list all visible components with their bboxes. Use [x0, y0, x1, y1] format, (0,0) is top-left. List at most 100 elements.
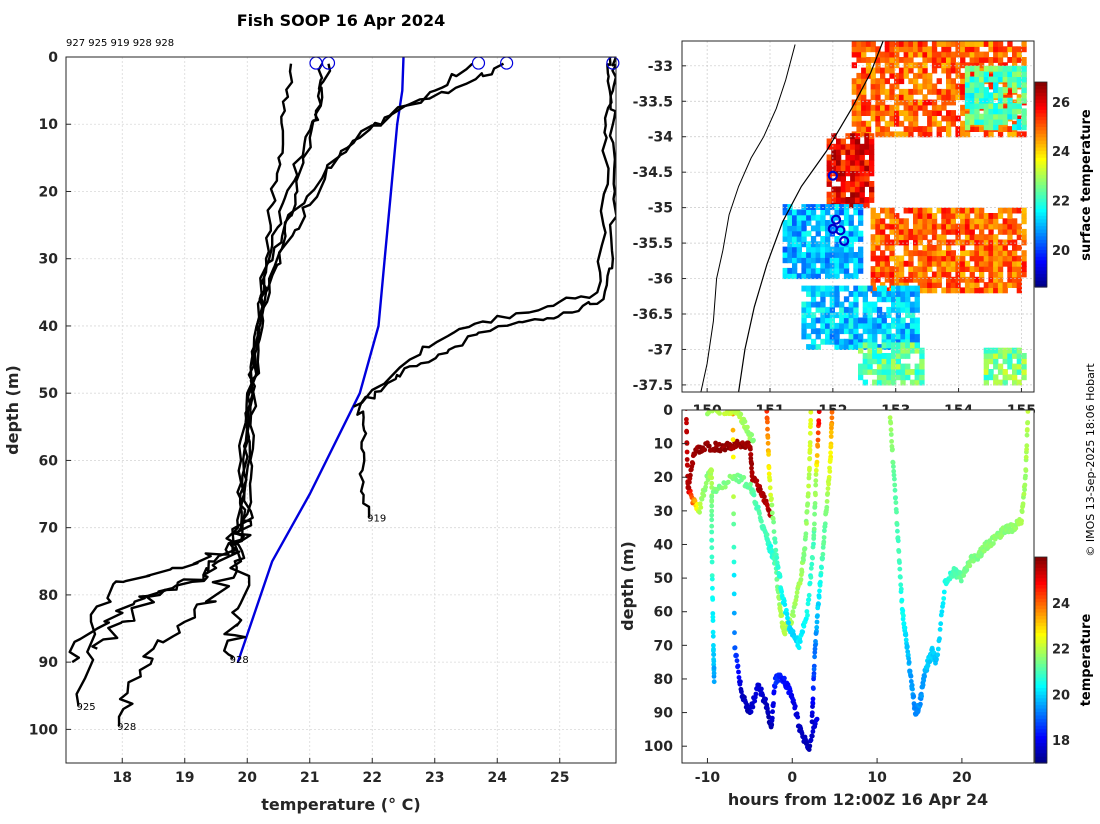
- sst-cell: [946, 244, 952, 251]
- sst-cell: [881, 342, 887, 349]
- sst-cell: [843, 214, 850, 221]
- sst-cell: [979, 103, 985, 109]
- sst-cell: [843, 209, 850, 216]
- sst-cell: [960, 57, 966, 63]
- sst-cell: [993, 271, 999, 278]
- sst-cell: [941, 46, 947, 53]
- sst-cell: [836, 197, 842, 203]
- sst-cell: [856, 104, 862, 111]
- sst-cell: [983, 363, 989, 370]
- sst-cell: [881, 338, 887, 345]
- sst-cell: [974, 71, 980, 77]
- sst-cell: [993, 234, 999, 241]
- section-dot: [768, 492, 773, 498]
- sst-cell: [1002, 65, 1008, 72]
- sst-cell: [955, 228, 961, 235]
- sst-cell: [917, 99, 923, 106]
- sst-cell: [894, 72, 900, 79]
- sst-cell: [810, 225, 817, 232]
- sst-cell: [946, 46, 952, 53]
- sst-cell: [1016, 81, 1022, 88]
- sst-cell: [826, 154, 832, 161]
- sst-cell: [839, 344, 845, 350]
- section-dot: [1023, 468, 1029, 473]
- section-dot: [771, 519, 776, 525]
- sst-cell: [988, 76, 994, 83]
- sst-cell: [875, 120, 881, 127]
- sst-cell: [979, 276, 985, 283]
- sst-cell: [946, 223, 952, 230]
- sst-cell: [894, 213, 900, 219]
- sst-cell: [894, 239, 900, 246]
- section-dot: [725, 479, 731, 485]
- sst-cell: [988, 119, 994, 125]
- section-dot: [894, 522, 900, 527]
- sst-cell: [950, 260, 956, 267]
- sst-cell: [884, 67, 890, 74]
- section-dot: [769, 496, 774, 502]
- sst-cell: [1012, 244, 1018, 251]
- sst-cell: [941, 67, 947, 74]
- temperature-colorbar-segment: [1035, 639, 1047, 644]
- temperature-colorbar-segment: [1035, 560, 1047, 565]
- section-dot: [935, 652, 941, 658]
- section-dot: [749, 432, 755, 438]
- section-dot: [937, 627, 943, 632]
- section-dot: [813, 472, 819, 477]
- temperature-colorbar-segment: [1035, 759, 1047, 764]
- sst-cell: [806, 220, 812, 226]
- sst-colorbar-segment: [1035, 232, 1047, 237]
- sst-cell: [796, 230, 802, 237]
- sst-cell: [867, 306, 873, 313]
- sst-colorbar-segment: [1035, 177, 1047, 182]
- sst-cell: [983, 51, 989, 58]
- sst-cell: [865, 99, 872, 106]
- sst-cell: [903, 67, 909, 74]
- temperature-colorbar-segment: [1035, 704, 1047, 709]
- sst-cell: [880, 207, 886, 214]
- sst-cell: [851, 51, 857, 58]
- section-dot: [814, 453, 820, 458]
- sst-cell: [917, 67, 923, 74]
- sst-cell: [979, 62, 985, 69]
- sst-cell: [839, 312, 845, 319]
- temperature-colorbar-segment: [1035, 735, 1047, 740]
- sst-cell: [955, 260, 961, 267]
- sst-cell: [964, 41, 971, 47]
- section-dot: [941, 589, 947, 595]
- sst-cell: [936, 131, 942, 138]
- section-dot: [920, 682, 926, 688]
- sst-cell: [997, 51, 1004, 58]
- sst-cell: [858, 374, 864, 381]
- sst-cell: [917, 223, 923, 230]
- sst-cell: [900, 347, 906, 354]
- sst-cell: [993, 57, 999, 63]
- sst-cell: [969, 72, 975, 79]
- sst-cell: [864, 165, 870, 171]
- section-dot: [709, 503, 715, 509]
- section-dot: [1025, 410, 1031, 414]
- sst-cell: [997, 213, 1004, 219]
- sst-cell: [895, 333, 901, 340]
- section-dot: [829, 425, 834, 431]
- section-dot: [895, 528, 900, 534]
- sst-cell: [801, 209, 807, 216]
- sst-cell: [875, 78, 881, 85]
- sst-cell: [922, 83, 928, 90]
- sst-cell: [1007, 81, 1013, 88]
- sst-cell: [889, 228, 895, 235]
- section-dot: [709, 529, 715, 535]
- sst-cell: [829, 273, 835, 280]
- sst-cell: [917, 276, 923, 283]
- sst-cell: [988, 218, 994, 225]
- sst-cell: [1012, 131, 1018, 138]
- sst-cell: [881, 379, 887, 386]
- sst-cell: [884, 51, 890, 58]
- sst-cell: [913, 266, 919, 272]
- sst-cell: [946, 266, 952, 272]
- sst-cell: [884, 41, 890, 47]
- section-y-tick-label: 90: [654, 706, 674, 722]
- section-dot: [807, 430, 813, 436]
- sst-cell: [856, 115, 862, 122]
- sst-colorbar-segment: [1035, 263, 1047, 268]
